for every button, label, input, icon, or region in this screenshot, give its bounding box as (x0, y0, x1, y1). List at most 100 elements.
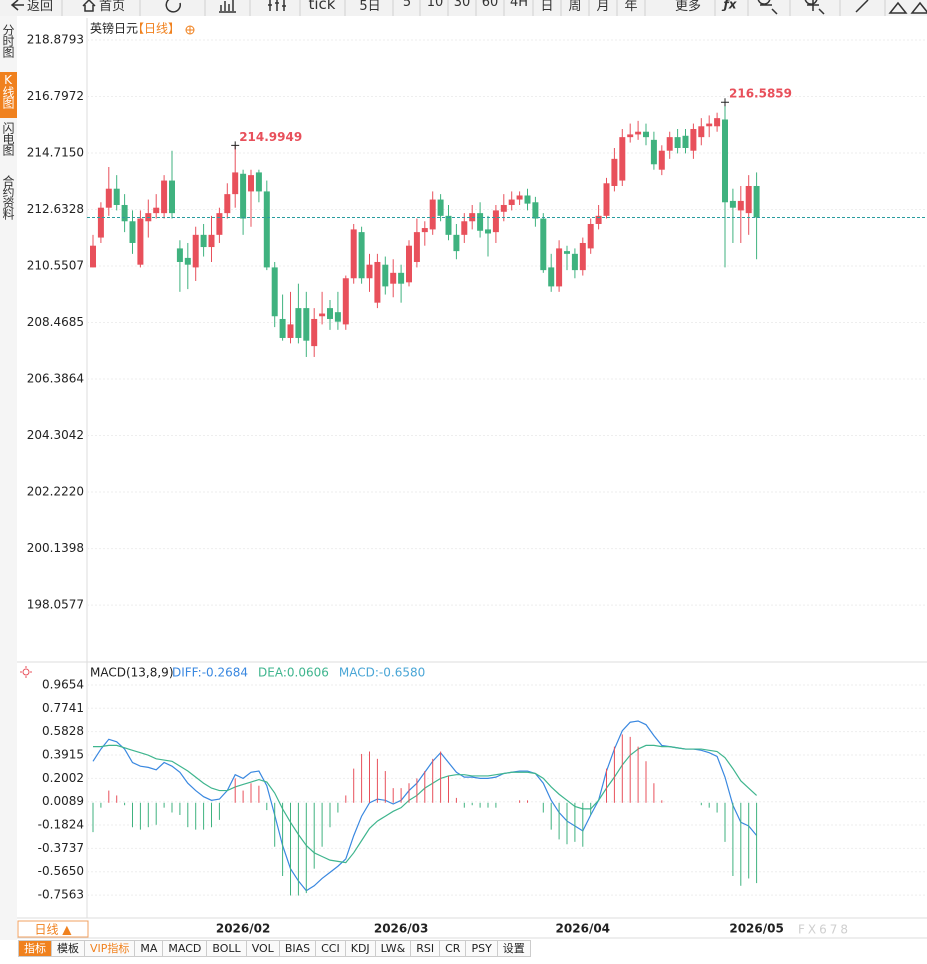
legend-name: DEA: (258, 666, 287, 680)
toolbar-item[interactable]: 5日 (359, 0, 381, 14)
toolbar-item[interactable]: 日 (540, 0, 554, 14)
tab[interactable]: LW& (375, 940, 412, 957)
indicator-icon[interactable] (20, 666, 32, 678)
tab[interactable]: PSY (466, 940, 498, 957)
candle-body (674, 137, 681, 148)
candle-body (564, 251, 570, 254)
candle-body (556, 248, 563, 287)
candle-body (153, 207, 160, 214)
tab[interactable]: RSI (411, 940, 441, 957)
candle-body (263, 191, 270, 268)
tab[interactable]: MA (135, 940, 164, 957)
period-button-bg[interactable] (17, 920, 89, 938)
toolbar-item[interactable]: 年 (624, 0, 638, 14)
candle-body (603, 183, 610, 216)
tab[interactable]: BOLL (207, 940, 247, 957)
toolbar-item[interactable]: 60 (481, 0, 499, 10)
tab[interactable]: CR (440, 940, 467, 957)
sidebar-active (0, 72, 17, 118)
candle-body (295, 308, 302, 338)
candle-body (737, 200, 744, 211)
candle-body (706, 123, 713, 127)
tab[interactable]: BIAS (279, 940, 317, 957)
candle-body (690, 128, 697, 151)
y-tick-label: 212.6328 (27, 202, 84, 216)
toolbar-icons[interactable] (10, 0, 927, 15)
candle-body (200, 234, 207, 248)
candle-body (129, 221, 136, 243)
toolbar-item[interactable]: 30 (453, 0, 471, 10)
sidebar-item[interactable]: K线图 (1, 73, 15, 108)
candle-body (714, 118, 721, 127)
y-tick-label: 0.7741 (42, 701, 84, 715)
high-label: 216.5859 (729, 87, 792, 101)
candle-body (650, 139, 657, 165)
sidebar-item[interactable]: 合约资料 (1, 175, 15, 219)
candle-body (429, 199, 436, 230)
candle-body (658, 150, 665, 170)
candle-body (421, 228, 428, 233)
toolbar-item[interactable]: 首页 (98, 0, 126, 14)
y-tick-label: 200.1398 (27, 541, 84, 555)
sidebar-item[interactable]: 闪电图 (1, 122, 15, 155)
candle-body (255, 172, 262, 192)
y-tick-label: 0.3915 (42, 747, 84, 761)
y-tick-label: -0.5650 (38, 864, 84, 878)
toolbar-item[interactable]: 10 (426, 0, 444, 10)
candle-body (342, 278, 349, 325)
candle-body (327, 308, 333, 319)
toolbar-item[interactable]: 4H (509, 0, 529, 10)
candle-body (382, 264, 389, 287)
y-tick-label: 208.4685 (27, 315, 84, 329)
candle-body (161, 180, 168, 214)
toolbar-item[interactable]: 月 (596, 0, 610, 14)
tab[interactable]: MACD (163, 940, 208, 957)
high-marker (231, 141, 240, 150)
tab[interactable]: VIP指标 (85, 940, 136, 957)
tab[interactable]: KDJ (345, 940, 376, 957)
sidebar-item[interactable]: 分时图 (1, 24, 15, 57)
candle-body (627, 134, 634, 138)
candle-body (248, 175, 254, 192)
toolbar-item[interactable]: 5 (402, 0, 412, 10)
fx-icon[interactable]: ƒx (722, 0, 738, 12)
candle-body (500, 204, 507, 212)
candle-body (437, 199, 444, 216)
period-button[interactable]: 日线 ▲ (34, 923, 72, 937)
candle-body (192, 234, 199, 268)
tab[interactable]: 模板 (52, 940, 85, 957)
legend-value: 0.0606 (287, 666, 329, 680)
tab[interactable]: 指标 (18, 940, 52, 957)
chart-period: 【日线】 (132, 22, 180, 36)
x-tick-label: 2026/05 (729, 922, 783, 936)
candle-body (232, 172, 239, 195)
candle-body (619, 137, 626, 181)
candle-body (666, 137, 673, 151)
toolbar-item[interactable]: 周 (568, 0, 582, 14)
candle-body (729, 200, 736, 208)
candle-body (137, 218, 144, 265)
candle-body (595, 215, 602, 224)
candle-body (682, 135, 689, 148)
candle-body (169, 180, 175, 214)
candle-body (571, 253, 578, 271)
candle-body (722, 119, 728, 203)
candle-body (176, 248, 183, 262)
toolbar-item[interactable]: 更多 (674, 0, 702, 14)
tab[interactable]: 设置 (497, 940, 531, 957)
tab[interactable]: CCI (316, 940, 346, 957)
tab[interactable]: VOL (246, 940, 280, 957)
y-tick-label: 204.3042 (27, 428, 84, 442)
add-icon[interactable] (185, 25, 195, 35)
candle-body (358, 232, 365, 279)
toolbar-item[interactable]: tick (308, 0, 336, 13)
candle-body (184, 257, 191, 265)
indicator-tabs: 指标 模板 VIP指标 MA MACD BOLL VOL BIAS CCI KDJ LW& RSI CR… (18, 940, 531, 957)
candle-body (390, 272, 397, 284)
candle-body (548, 267, 555, 287)
candle-body (105, 188, 112, 208)
toolbar-item[interactable]: 返回 (26, 0, 54, 14)
sidebar-bg (0, 16, 17, 940)
candle-body (208, 234, 215, 248)
